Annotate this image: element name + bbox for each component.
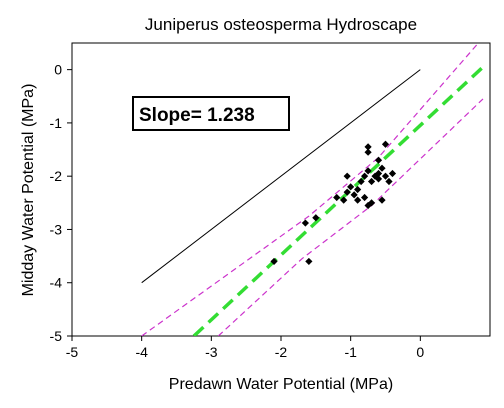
y-tick-label: -5 [50,328,63,344]
slope-annotation-text: Slope= 1.238 [139,105,255,126]
y-tick-label: -1 [50,115,63,131]
data-points [270,140,397,266]
y-tick-label: 0 [54,62,62,78]
x-tick-label: -5 [66,344,79,360]
y-tick-label: -2 [50,168,63,184]
data-point [364,148,372,156]
x-axis-label: Predawn Water Potential (MPa) [169,376,393,393]
data-point [343,172,351,180]
data-point [340,196,348,204]
data-point [374,175,383,183]
data-point [378,164,386,172]
x-tick-label: 0 [416,344,424,360]
data-point [347,183,355,191]
data-point [361,172,369,180]
data-point [385,177,393,186]
y-tick-label: -4 [50,275,63,291]
plot-frame [71,42,491,337]
ticks: -5 -4 -3 -2 -1 0 0 -1 -2 -3 -4 -5 [50,62,425,360]
x-tick-label: -2 [275,344,288,360]
data-point [367,199,376,207]
data-point [381,172,390,180]
y-tick-label: -3 [50,221,63,237]
data-point [312,214,320,222]
plot-area: -5 -4 -3 -2 -1 0 0 -1 -2 -3 -4 -5 [50,42,491,360]
slope-annotation: Slope= 1.238 [132,96,290,131]
fit-line [192,65,485,336]
data-point [333,193,341,202]
data-point [343,188,351,196]
data-point [357,177,365,186]
plot-lines [141,43,485,336]
one-to-one-line [141,69,421,284]
data-point [354,196,362,204]
x-tick-label: -1 [344,344,357,360]
data-point [371,172,379,180]
data-point [270,257,278,266]
data-point [374,156,383,164]
slope-annotation-box [132,96,290,131]
data-point [374,169,383,178]
data-point [378,196,386,204]
x-tick-label: -3 [205,344,218,360]
data-point [364,143,372,151]
data-point [367,177,376,186]
data-point [381,140,390,148]
x-tick-label: -4 [135,344,148,360]
chart-title: Juniperus osteosperma Hydroscape [145,15,417,34]
ci-upper-line [141,43,480,336]
data-point [361,193,369,202]
data-point [354,185,362,194]
data-point [388,169,397,178]
data-point [305,257,313,266]
data-point [350,191,358,199]
y-axis-label: Midday Water Potential (MPa) [20,84,37,297]
data-point [301,219,309,227]
data-point [364,167,372,175]
